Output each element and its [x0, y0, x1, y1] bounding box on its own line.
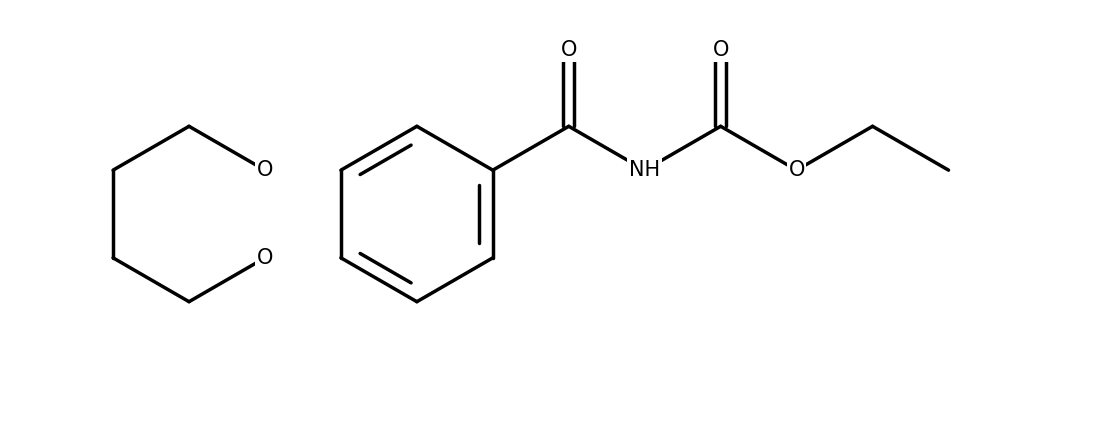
Text: NH: NH [629, 160, 660, 180]
Text: O: O [788, 160, 804, 180]
Text: O: O [257, 160, 273, 180]
Text: O: O [561, 40, 577, 60]
Text: O: O [257, 248, 273, 268]
Text: O: O [713, 40, 728, 60]
